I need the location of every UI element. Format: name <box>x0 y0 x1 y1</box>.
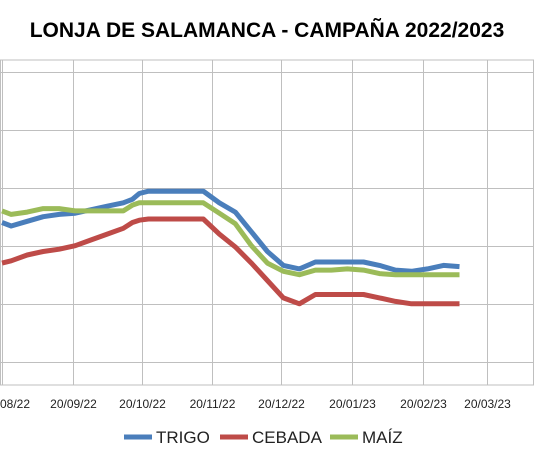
x-tick-label: 20/12/22 <box>258 397 305 411</box>
series-line-cebada <box>1 216 460 307</box>
x-tick-label: 20/02/23 <box>400 397 447 411</box>
series-line-maíz <box>1 200 460 278</box>
x-tick-label: 20/03/23 <box>464 397 511 411</box>
chart-title: LONJA DE SALAMANCA - CAMPAÑA 2022/2023 <box>30 19 505 42</box>
series-line-trigo <box>1 188 460 274</box>
legend-label: MAÍZ <box>362 428 403 447</box>
x-axis-ticks: 08/22 20/09/22 20/10/22 20/11/22 20/12/22 20/… <box>0 397 511 411</box>
legend-label: TRIGO <box>156 428 210 447</box>
plot-frame <box>0 59 534 386</box>
x-tick-label: 08/22 <box>0 397 30 411</box>
gridlines <box>0 59 534 386</box>
x-tick-label: 20/01/23 <box>329 397 376 411</box>
legend: TRIGO CEBADA MAÍZ <box>124 428 403 447</box>
legend-label: CEBADA <box>252 428 323 447</box>
x-tick-label: 20/10/22 <box>119 397 166 411</box>
x-tick-label: 20/11/22 <box>190 397 236 411</box>
x-tick-label: 20/09/22 <box>50 397 97 411</box>
series-lines <box>1 188 460 307</box>
